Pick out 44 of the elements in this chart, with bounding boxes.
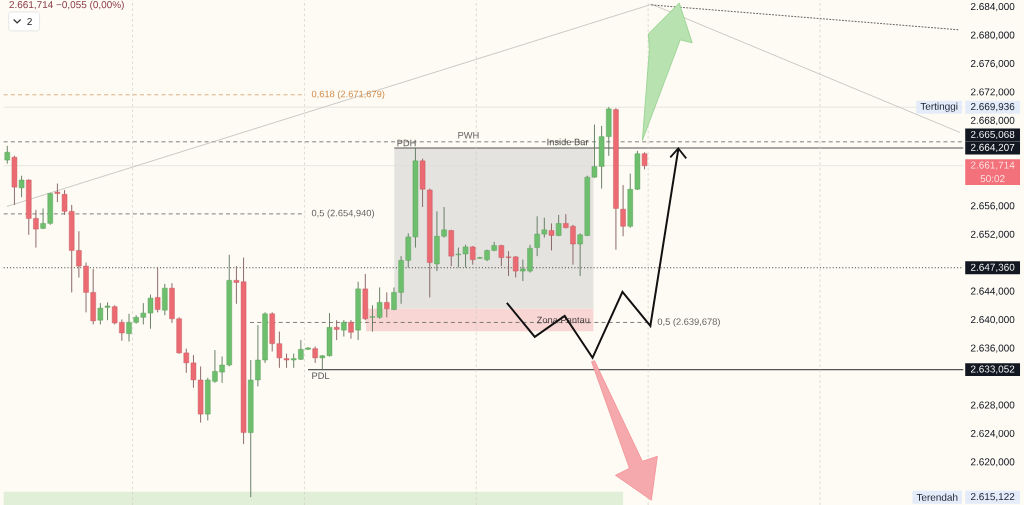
y-tick-label: 2.628,000 (970, 401, 1015, 410)
candlestick (126, 313, 132, 342)
y-tick-label: 2.620,000 (970, 458, 1015, 467)
candlestick (154, 266, 161, 313)
annotation: Tertinggi (920, 102, 958, 112)
y-tick-label: 2.624,000 (970, 429, 1015, 439)
text: 2.647,360 (970, 263, 1015, 272)
y-tick-label: 2.640,000 (970, 315, 1015, 325)
ref-line-label: 0,5 (2.639,678) (657, 318, 720, 327)
y-tick-label: 2.684,000 (970, 2, 1015, 12)
y-tick-label: 2.668,000 (970, 116, 1015, 125)
chart-title: 2.661,714 −0,055 (0,00%) (9, 0, 124, 11)
ref-line-label: 0,5 (2.654,940) (311, 209, 374, 219)
y-tick-label: 2.644,000 (970, 287, 1015, 296)
text: 2.615,122 (970, 493, 1015, 502)
annotation: Terendah (916, 493, 958, 501)
candlestick (441, 206, 447, 239)
candlestick (620, 184, 626, 237)
candlestick (18, 175, 25, 198)
ref-line-label: 0,618 (2.671,679) (311, 90, 385, 100)
candlestick (384, 291, 390, 318)
y-tick-label: 2.680,000 (970, 31, 1015, 40)
text: 2.633,052 (970, 365, 1015, 374)
candlestick (470, 245, 476, 266)
text: 2.669,936 (970, 102, 1015, 112)
candlestick (54, 183, 61, 203)
ref-line-label: PWH (458, 132, 479, 139)
ref-line-label: PDL (312, 372, 330, 379)
y-tick-label: 2.636,000 (970, 344, 1015, 353)
text: 2.661,714 (970, 161, 1015, 170)
text: 50:02 (980, 175, 1005, 183)
y-tick-label: 2.656,000 (970, 202, 1015, 211)
y-tick-label: 2.652,000 (970, 230, 1015, 239)
candlestick (162, 283, 168, 316)
candlestick (548, 222, 555, 251)
text: 2.664,207 (970, 143, 1015, 152)
candlestick (348, 319, 354, 340)
y-tick-label: 2.672,000 (970, 88, 1015, 97)
annotation: Inside Bar (547, 138, 589, 146)
annotation: 2 (27, 17, 32, 25)
candlestick (333, 319, 340, 341)
text: 2.665,068 (970, 130, 1015, 140)
ref-line-label: PDH (397, 139, 416, 147)
y-tick-label: 2.676,000 (970, 59, 1015, 69)
